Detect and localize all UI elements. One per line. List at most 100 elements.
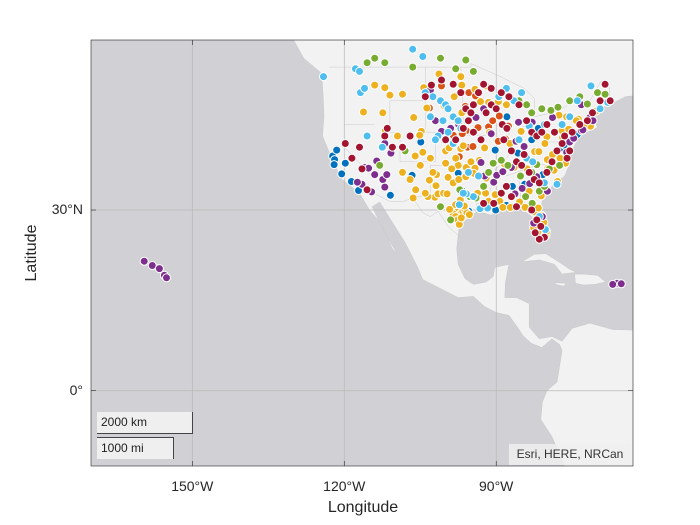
marker-cyan[interactable] <box>360 83 369 93</box>
marker-yellow[interactable] <box>424 175 434 185</box>
marker-green[interactable] <box>537 104 547 114</box>
marker-red[interactable] <box>536 221 546 231</box>
marker-green[interactable] <box>555 160 565 170</box>
marker-yellow[interactable] <box>480 143 490 153</box>
marker-yellow[interactable] <box>447 164 457 174</box>
marker-red[interactable] <box>588 108 597 118</box>
marker-yellow[interactable] <box>370 80 380 90</box>
marker-cyan[interactable] <box>355 66 364 76</box>
marker-red[interactable] <box>468 127 478 137</box>
marker-red[interactable] <box>405 131 415 141</box>
marker-red[interactable] <box>491 104 501 114</box>
marker-red[interactable] <box>519 150 529 159</box>
marker-red[interactable] <box>387 142 397 152</box>
marker-red[interactable] <box>468 100 478 110</box>
marker-blue[interactable] <box>490 145 500 155</box>
marker-cyan[interactable] <box>362 131 372 141</box>
marker-green[interactable] <box>484 167 494 177</box>
marker-green[interactable] <box>522 100 532 110</box>
marker-cyan[interactable] <box>443 104 453 114</box>
marker-yellow[interactable] <box>464 210 474 220</box>
marker-green[interactable] <box>468 66 478 76</box>
marker-red[interactable] <box>380 131 390 141</box>
marker-red[interactable] <box>502 123 512 133</box>
marker-orange[interactable] <box>468 142 478 151</box>
marker-purple[interactable] <box>608 279 618 289</box>
marker-red[interactable] <box>347 153 357 163</box>
marker-red[interactable] <box>382 123 392 133</box>
marker-yellow[interactable] <box>431 181 441 191</box>
marker-purple[interactable] <box>352 177 362 187</box>
marker-blue[interactable] <box>337 169 347 179</box>
marker-orange[interactable] <box>488 116 498 126</box>
marker-red[interactable] <box>560 131 570 141</box>
marker-cyan[interactable] <box>319 72 328 82</box>
marker-cyan[interactable] <box>454 200 464 210</box>
marker-cyan[interactable] <box>514 135 524 145</box>
marker-cyan[interactable] <box>463 167 473 177</box>
marker-yellow[interactable] <box>441 158 451 168</box>
marker-green[interactable] <box>503 160 513 170</box>
marker-yellow[interactable] <box>456 72 466 82</box>
marker-blue[interactable] <box>340 158 350 168</box>
marker-yellow[interactable] <box>428 167 438 177</box>
marker-red[interactable] <box>514 100 524 110</box>
marker-red[interactable] <box>595 96 605 106</box>
marker-cyan[interactable] <box>517 88 527 98</box>
marker-purple[interactable] <box>498 167 508 177</box>
marker-yellow[interactable] <box>451 153 461 163</box>
marker-red[interactable] <box>565 146 575 156</box>
marker-purple[interactable] <box>476 158 486 167</box>
marker-red[interactable] <box>496 88 506 98</box>
marker-yellow[interactable] <box>445 204 455 214</box>
marker-red[interactable] <box>448 79 458 89</box>
marker-red[interactable] <box>522 116 532 126</box>
marker-yellow[interactable] <box>498 202 508 212</box>
marker-green[interactable] <box>521 192 531 202</box>
marker-red[interactable] <box>530 228 540 238</box>
marker-cyan[interactable] <box>443 127 453 137</box>
marker-purple[interactable] <box>382 170 392 180</box>
marker-red[interactable] <box>527 205 537 215</box>
marker-yellow[interactable] <box>534 147 544 157</box>
marker-purple[interactable] <box>616 279 626 289</box>
marker-red[interactable] <box>426 80 436 90</box>
marker-red[interactable] <box>600 79 610 89</box>
marker-purple[interactable] <box>486 129 496 139</box>
marker-purple[interactable] <box>370 170 380 180</box>
marker-yellow[interactable] <box>411 185 421 195</box>
marker-yellow[interactable] <box>420 188 430 198</box>
marker-red[interactable] <box>605 96 615 106</box>
marker-blue[interactable] <box>502 112 512 122</box>
marker-green[interactable] <box>380 58 390 68</box>
marker-yellow[interactable] <box>422 103 432 113</box>
marker-yellow[interactable] <box>516 126 526 136</box>
marker-red[interactable] <box>582 116 592 126</box>
marker-yellow[interactable] <box>501 100 511 110</box>
marker-cyan[interactable] <box>565 112 575 122</box>
marker-green[interactable] <box>488 158 498 168</box>
marker-green[interactable] <box>436 202 445 212</box>
marker-purple[interactable] <box>517 183 527 193</box>
marker-yellow[interactable] <box>405 175 415 184</box>
marker-red[interactable] <box>486 83 496 93</box>
marker-red[interactable] <box>542 167 552 177</box>
marker-yellow[interactable] <box>415 160 425 170</box>
marker-cyan[interactable] <box>528 157 538 167</box>
marker-purple[interactable] <box>162 273 171 283</box>
marker-yellow[interactable] <box>378 108 388 118</box>
marker-yellow[interactable] <box>425 153 435 163</box>
marker-red[interactable] <box>499 135 509 145</box>
map-plot-area[interactable] <box>91 40 633 466</box>
marker-red[interactable] <box>496 188 506 198</box>
marker-red[interactable] <box>420 92 430 102</box>
marker-green[interactable] <box>436 53 445 63</box>
marker-red[interactable] <box>476 135 486 145</box>
marker-yellow[interactable] <box>540 139 550 148</box>
marker-yellow[interactable] <box>449 92 459 102</box>
marker-yellow[interactable] <box>398 89 407 99</box>
marker-red[interactable] <box>463 116 473 126</box>
marker-green[interactable] <box>600 89 610 99</box>
marker-red[interactable] <box>355 142 364 152</box>
marker-red[interactable] <box>481 108 491 118</box>
